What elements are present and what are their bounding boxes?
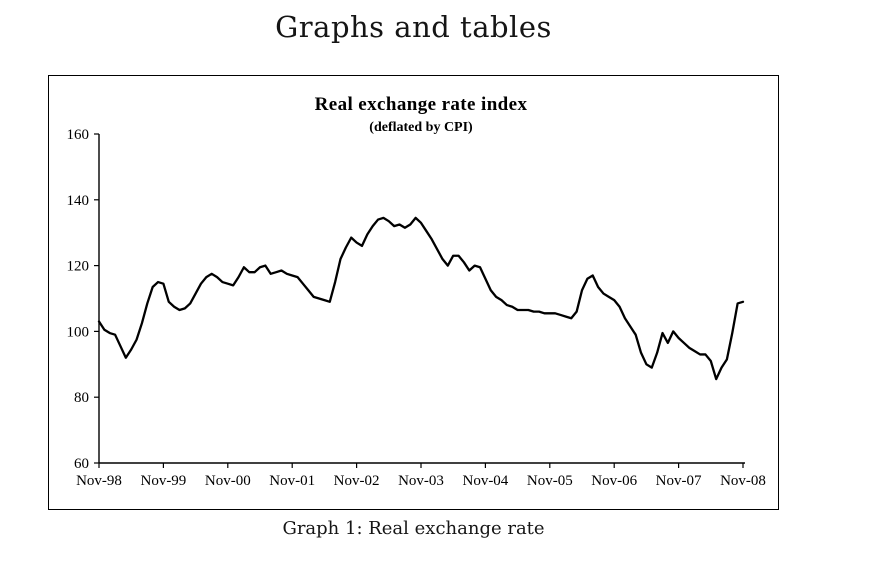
y-tick-label: 60 — [74, 456, 89, 472]
y-tick-label: 120 — [67, 259, 90, 275]
x-tick-label: Nov-03 — [398, 473, 444, 489]
x-tick-label: Nov-02 — [334, 473, 380, 489]
y-tick-label: 100 — [67, 324, 90, 340]
page-title: Graphs and tables — [275, 10, 552, 44]
chart-subtitle: (deflated by CPI) — [369, 120, 473, 135]
x-tick-label: Nov-00 — [205, 473, 251, 489]
y-tick-label: 80 — [74, 390, 89, 406]
x-tick-label: Nov-06 — [591, 473, 637, 489]
x-tick-label: Nov-08 — [720, 473, 766, 489]
figure-caption: Graph 1: Real exchange rate — [282, 518, 545, 539]
series-line — [97, 216, 745, 381]
x-tick-label: Nov-05 — [527, 473, 573, 489]
chart-title: Real exchange rate index — [314, 94, 528, 115]
x-tick-label: Nov-01 — [269, 473, 315, 489]
x-tick-label: Nov-98 — [76, 473, 122, 489]
x-tick-label: Nov-99 — [140, 473, 186, 489]
chart-frame: 60 80 100 120 140 160 Nov-98 Nov-99 Nov-00 Nov-01… — [48, 75, 779, 510]
x-tick-label: Nov-07 — [656, 473, 702, 489]
x-tick-label: Nov-04 — [462, 473, 508, 489]
line-chart: 60 80 100 120 140 160 Nov-98 Nov-99 Nov-00 Nov-01… — [49, 76, 778, 509]
y-tick-label: 140 — [67, 193, 90, 209]
y-tick-label: 160 — [67, 127, 90, 143]
